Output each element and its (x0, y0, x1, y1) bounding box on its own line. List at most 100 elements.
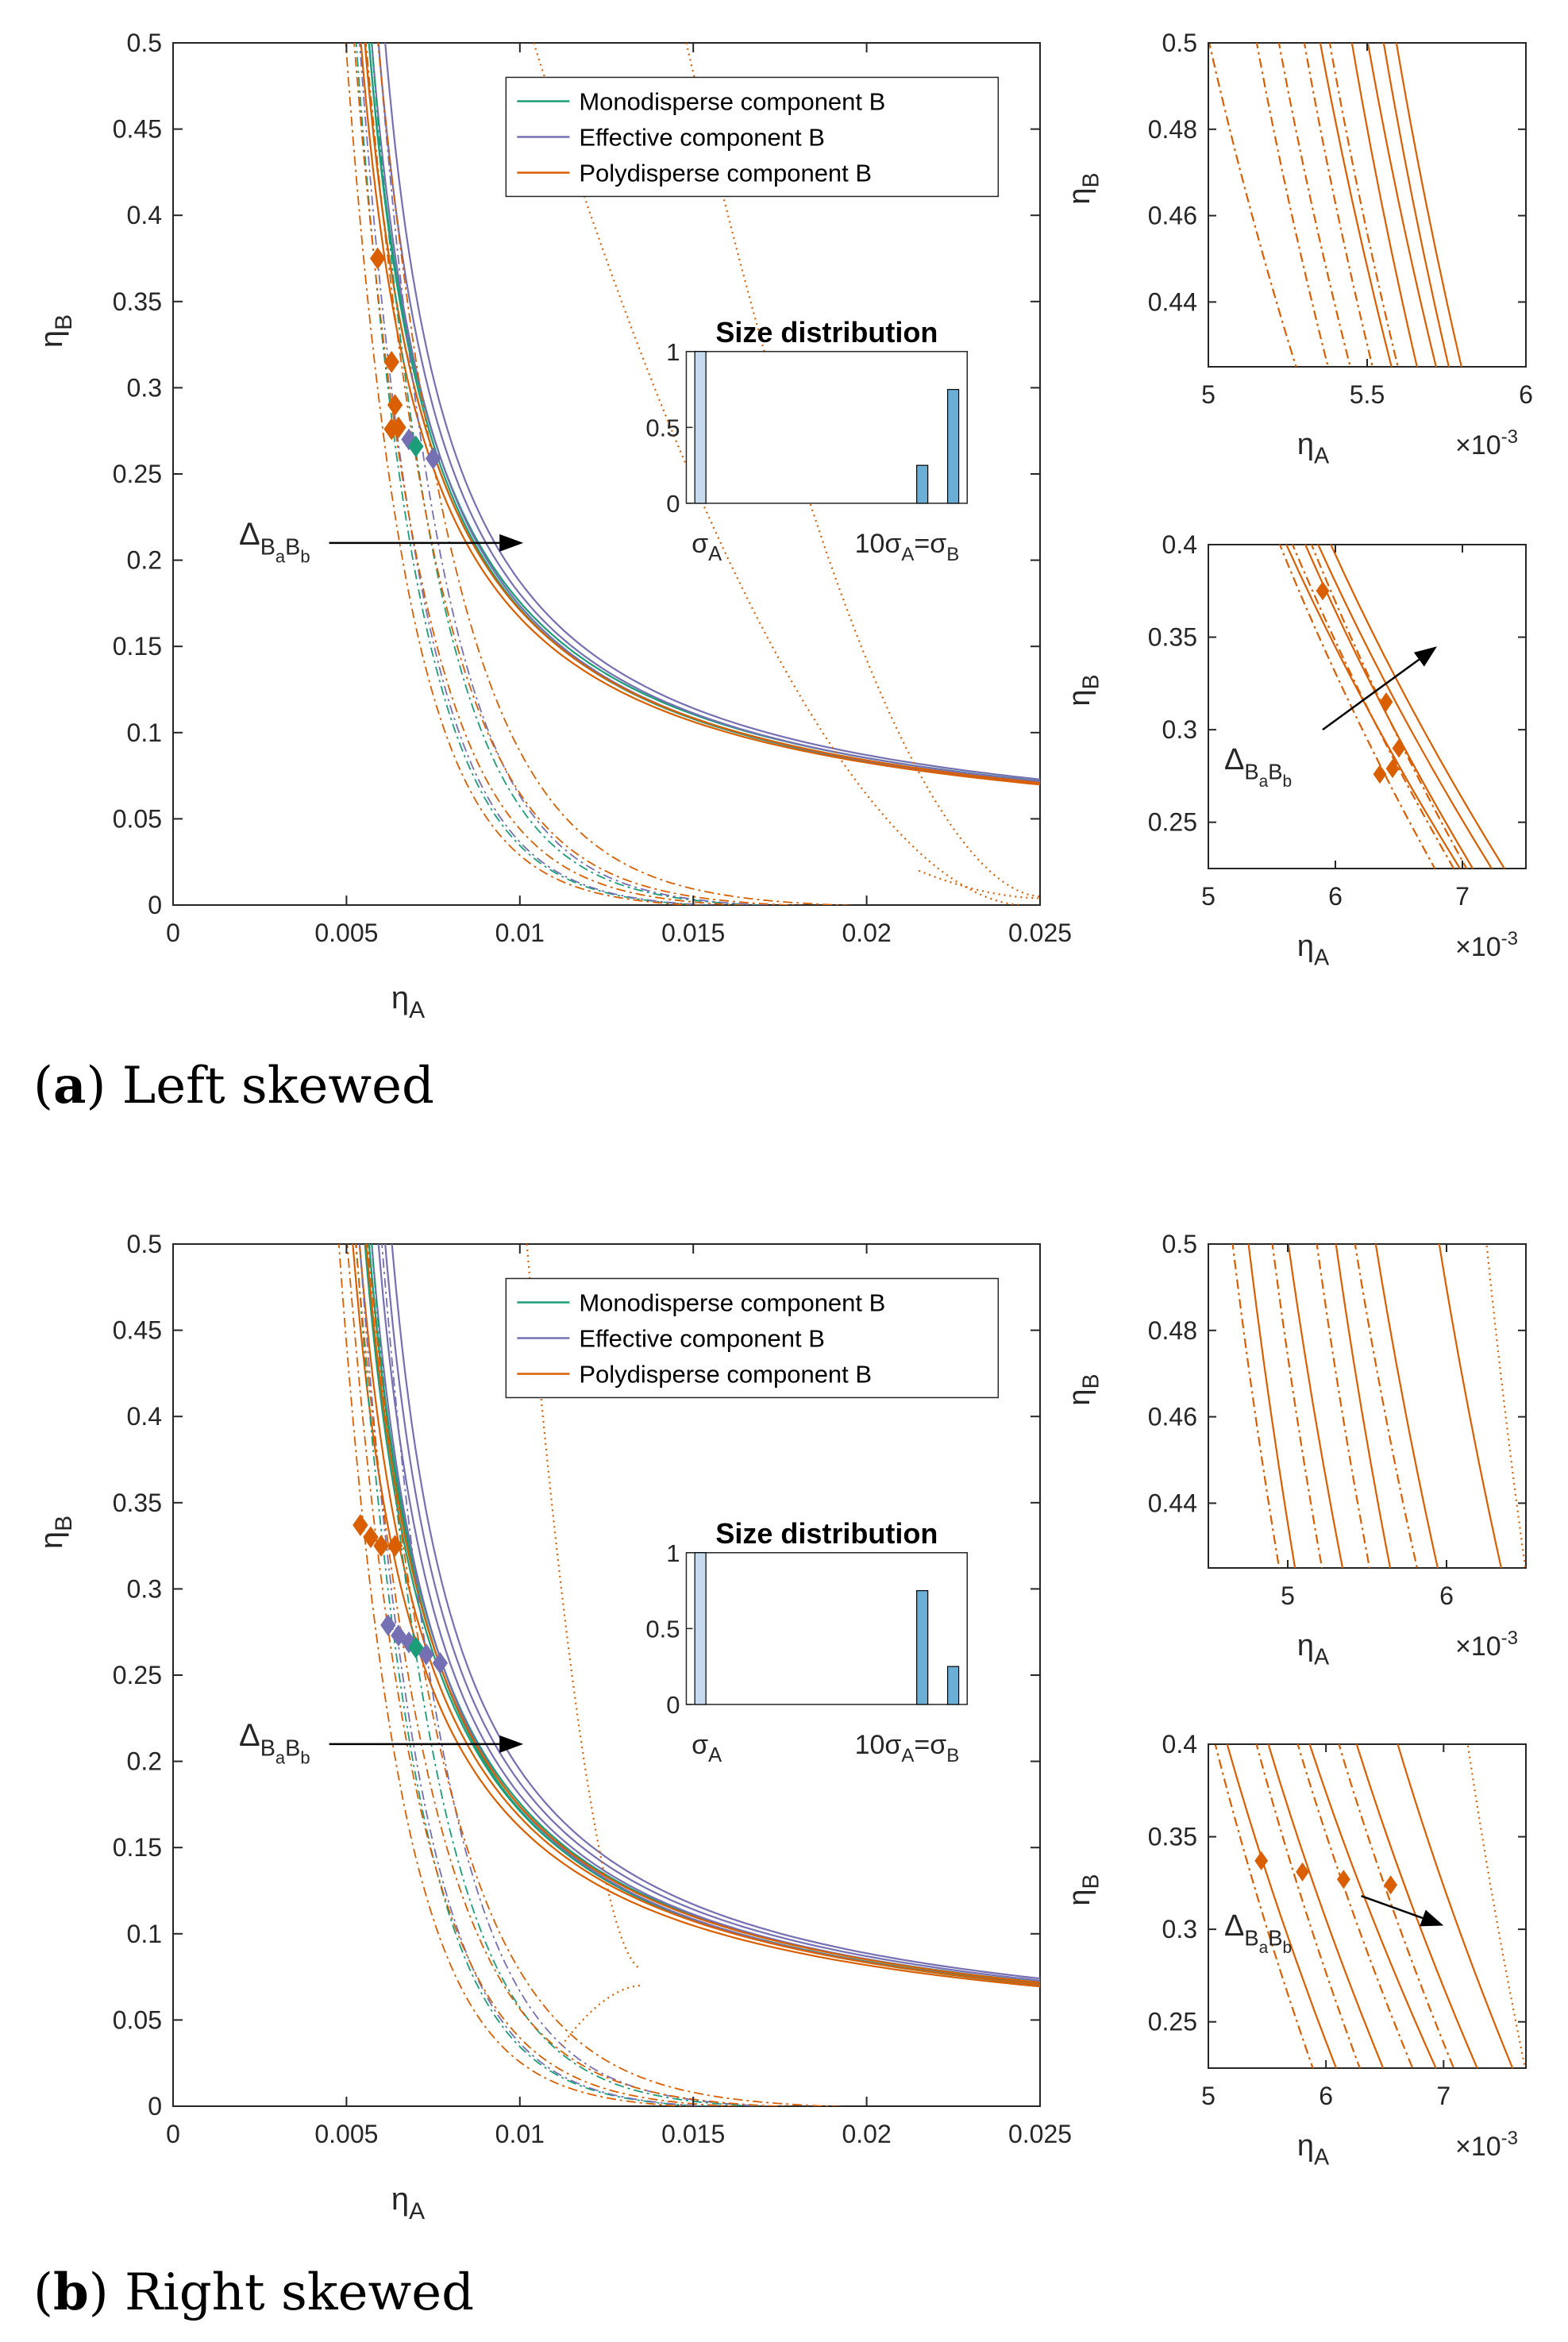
a-inset-ytick-label: 0 (666, 490, 680, 518)
b-annotation-label: ΔBaBb (239, 1718, 310, 1768)
a-bot-zoom-line-solid (1317, 545, 1493, 869)
b-top-zoom-xtick-label: 6 (1439, 1581, 1454, 1610)
a-inset: Size distribution 0 0.5 1 σA 10σA=σB (645, 316, 969, 565)
a-ytick-label: 0 (148, 891, 162, 919)
b-legend-label: Monodisperse component B (579, 1288, 885, 1316)
a-legend-label: Effective component B (579, 123, 825, 151)
a-bot-zoom-ylabel: ηB (1063, 675, 1104, 707)
a-xtick-label: 0.005 (314, 919, 378, 947)
a-top-zoom-line-dashdot (1328, 43, 1399, 367)
b-curve-poly-upper (352, 1244, 1040, 1988)
a-top-zoom-line-dashdot (1303, 43, 1373, 367)
b-main-plot: 0 0.005 0.01 0.015 0.02 0.025 0 0.05 0.1 0.15 0.2 0… (34, 1230, 1072, 2225)
a-bot-zoom-xtick-label: 6 (1328, 882, 1343, 911)
b-top-zoom-line-solid (1438, 1244, 1503, 1568)
a-xtick-label: 0.02 (842, 919, 891, 947)
b-marker-poly (387, 1535, 403, 1557)
b-top-zoom-line-solid (1287, 1244, 1344, 1568)
b-curve-poly-lower (355, 1244, 796, 2106)
caption-a: (a) Left skewed (33, 1056, 434, 1115)
a-curve-mono-lower (355, 43, 717, 905)
b-ytick-label: 0.45 (113, 1316, 162, 1345)
b-bot-zoom-xlabel: ηA (1297, 2129, 1329, 2170)
a-ytick-label: 0.05 (113, 804, 162, 833)
a-inset-ytick-label: 1 (666, 338, 680, 366)
b-bot-zoom-line-solid (1397, 1744, 1514, 2068)
b-top-zoom-ytick-label: 0.5 (1162, 1230, 1197, 1258)
b-curve-effective-upper (391, 1244, 1040, 1980)
b-marker-mono (408, 1636, 424, 1659)
b-top-zoom-line-dashdot (1354, 1244, 1419, 1568)
b-bot-zoom-line-solid (1226, 1744, 1338, 2068)
b-annotation-arrowhead (499, 1735, 524, 1753)
a-top-zoom-line-solid (1382, 43, 1450, 367)
b-top-zoom-line-dotted (1485, 1244, 1526, 1568)
b-bot-zoom-annotation-label: ΔBaBb (1224, 1909, 1292, 1957)
b-xtick-label: 0.005 (314, 2120, 378, 2148)
b-ylabel: ηB (34, 1516, 77, 1549)
a-marker-poly (370, 247, 386, 270)
a-marker-effective (425, 447, 441, 470)
b-ytick-label: 0.4 (127, 1402, 162, 1431)
a-curve-poly-lower (377, 43, 857, 905)
b-ytick-label: 0 (148, 2092, 162, 2121)
a-top-zoom-plot: 5 5.5 6 0.44 0.46 0.48 0.5 ηA ηB ×10-3 (1063, 29, 1533, 468)
a-top-zoom-line-solid (1395, 43, 1462, 367)
b-inset-ytick-label: 0 (666, 1691, 680, 1719)
b-legend-label: Polydisperse component B (579, 1360, 872, 1388)
b-bot-zoom-ylabel: ηB (1063, 1874, 1104, 1906)
a-top-zoom-line-solid (1366, 43, 1437, 367)
a-xtick-label: 0.025 (1008, 919, 1072, 947)
a-xlabel: ηA (391, 980, 425, 1023)
a-bot-zoom-line-dashdot (1291, 545, 1455, 869)
b-marker-poly (363, 1526, 379, 1549)
a-ytick-label: 0.25 (113, 460, 162, 488)
a-bot-zoom-ytick-label: 0.25 (1148, 808, 1197, 837)
a-top-zoom-line-dashdot (1208, 43, 1297, 367)
b-ytick-label: 0.3 (127, 1574, 162, 1603)
a-curve-effective-upper (384, 43, 1040, 780)
b-xlabel: ηA (391, 2182, 425, 2225)
b-inset-bar (916, 1589, 929, 1705)
a-main-plot: 0 0.005 0.01 0.015 0.02 0.025 0 0.05 0.1 0.15 0.2 0… (34, 29, 1072, 1023)
a-ytick-label: 0.4 (127, 201, 162, 229)
b-ylabel: ηB (34, 1516, 77, 1549)
b-xtick-label: 0 (166, 2120, 180, 2148)
b-bot-zoom-arrow (1361, 1895, 1424, 1920)
b-bot-zoom-ytick-label: 0.4 (1162, 1730, 1197, 1758)
b-bot-zoom-line-dashdot (1255, 1744, 1361, 2068)
a-bot-zoom-xlabel: ηA (1297, 930, 1329, 970)
a-bot-zoom-arrow (1322, 658, 1420, 731)
a-ytick-label: 0.45 (113, 115, 162, 144)
b-top-zoom-frame (1208, 1243, 1527, 1569)
b-inset-bar (946, 1666, 960, 1705)
b-bot-zoom-line-solid (1267, 1744, 1385, 2068)
a-annotation-arrowhead (499, 533, 524, 552)
b-curve-poly-lower (346, 1244, 747, 2106)
a-bot-zoom-line-solid (1330, 545, 1506, 869)
b-ytick-label: 0.15 (113, 1833, 162, 1862)
a-xlabel: ηA (391, 980, 425, 1023)
a-legend-label: Monodisperse component B (579, 87, 885, 115)
b-bot-zoom-arrowhead (1420, 1909, 1444, 1927)
b-ytick-label: 0.1 (127, 1920, 162, 1948)
a-inset-bar (694, 351, 707, 504)
b-curve-effective-lower (359, 1244, 720, 2106)
a-marker-poly (387, 394, 403, 416)
b-top-zoom-multiplier: ×10-3 (1455, 1627, 1518, 1662)
a-inset-bar (946, 388, 960, 504)
a-curve-effective-upper (377, 43, 1040, 783)
a-top-zoom-line-dashdot (1277, 43, 1351, 367)
b-marker-effective (432, 1651, 449, 1674)
b-top-zoom-line-solid (1374, 1244, 1439, 1568)
b-ytick-label: 0.2 (127, 1747, 162, 1776)
a-bot-zoom-marker (1392, 738, 1406, 758)
b-inset-title: Size distribution (715, 1517, 938, 1550)
b-top-zoom-ytick-label: 0.46 (1148, 1403, 1197, 1431)
b-top-zoom-ylabel: ηB (1063, 1374, 1104, 1406)
a-top-zoom-ytick-label: 0.44 (1148, 287, 1197, 316)
b-curve-poly-lower (337, 1244, 698, 2106)
b-top-zoom-ytick-label: 0.48 (1148, 1316, 1197, 1345)
a-ylabel: ηB (34, 314, 77, 348)
